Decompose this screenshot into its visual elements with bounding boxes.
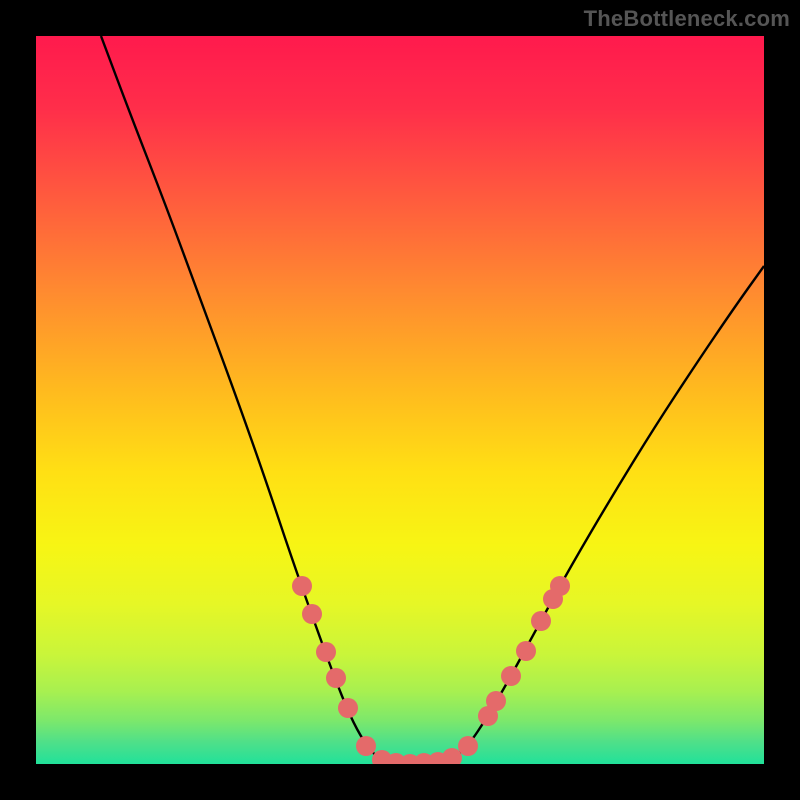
curve-marker — [356, 736, 376, 756]
curve-marker — [316, 642, 336, 662]
curve-marker — [501, 666, 521, 686]
curve-marker — [442, 748, 462, 764]
bottleneck-curve — [101, 36, 764, 764]
curve-marker — [531, 611, 551, 631]
root-container: TheBottleneck.com — [0, 0, 800, 800]
chart-svg — [36, 36, 764, 764]
curve-marker — [486, 691, 506, 711]
curve-marker — [550, 576, 570, 596]
curve-marker — [458, 736, 478, 756]
curve-marker — [326, 668, 346, 688]
curve-marker — [338, 698, 358, 718]
plot-area — [36, 36, 764, 764]
curve-marker — [302, 604, 322, 624]
curve-marker — [292, 576, 312, 596]
curve-marker — [516, 641, 536, 661]
watermark-text: TheBottleneck.com — [584, 6, 790, 32]
